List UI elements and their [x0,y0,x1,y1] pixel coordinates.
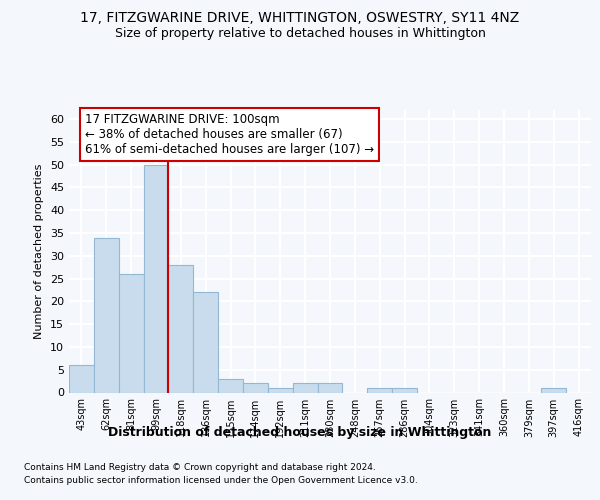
Text: Size of property relative to detached houses in Whittington: Size of property relative to detached ho… [115,26,485,40]
Text: 17 FITZGWARINE DRIVE: 100sqm
← 38% of detached houses are smaller (67)
61% of se: 17 FITZGWARINE DRIVE: 100sqm ← 38% of de… [85,113,374,156]
Bar [69,365,94,392]
Bar [293,384,317,392]
Bar [193,292,218,392]
Bar [268,388,293,392]
Bar [317,384,343,392]
Bar [218,379,243,392]
Bar [541,388,566,392]
Bar [392,388,417,392]
Bar [143,164,169,392]
Bar [169,265,193,392]
Bar [119,274,143,392]
Y-axis label: Number of detached properties: Number of detached properties [34,164,44,339]
Text: Distribution of detached houses by size in Whittington: Distribution of detached houses by size … [109,426,491,439]
Bar [367,388,392,392]
Text: Contains HM Land Registry data © Crown copyright and database right 2024.: Contains HM Land Registry data © Crown c… [24,462,376,471]
Text: 17, FITZGWARINE DRIVE, WHITTINGTON, OSWESTRY, SY11 4NZ: 17, FITZGWARINE DRIVE, WHITTINGTON, OSWE… [80,11,520,25]
Bar [243,384,268,392]
Bar [94,238,119,392]
Text: Contains public sector information licensed under the Open Government Licence v3: Contains public sector information licen… [24,476,418,485]
